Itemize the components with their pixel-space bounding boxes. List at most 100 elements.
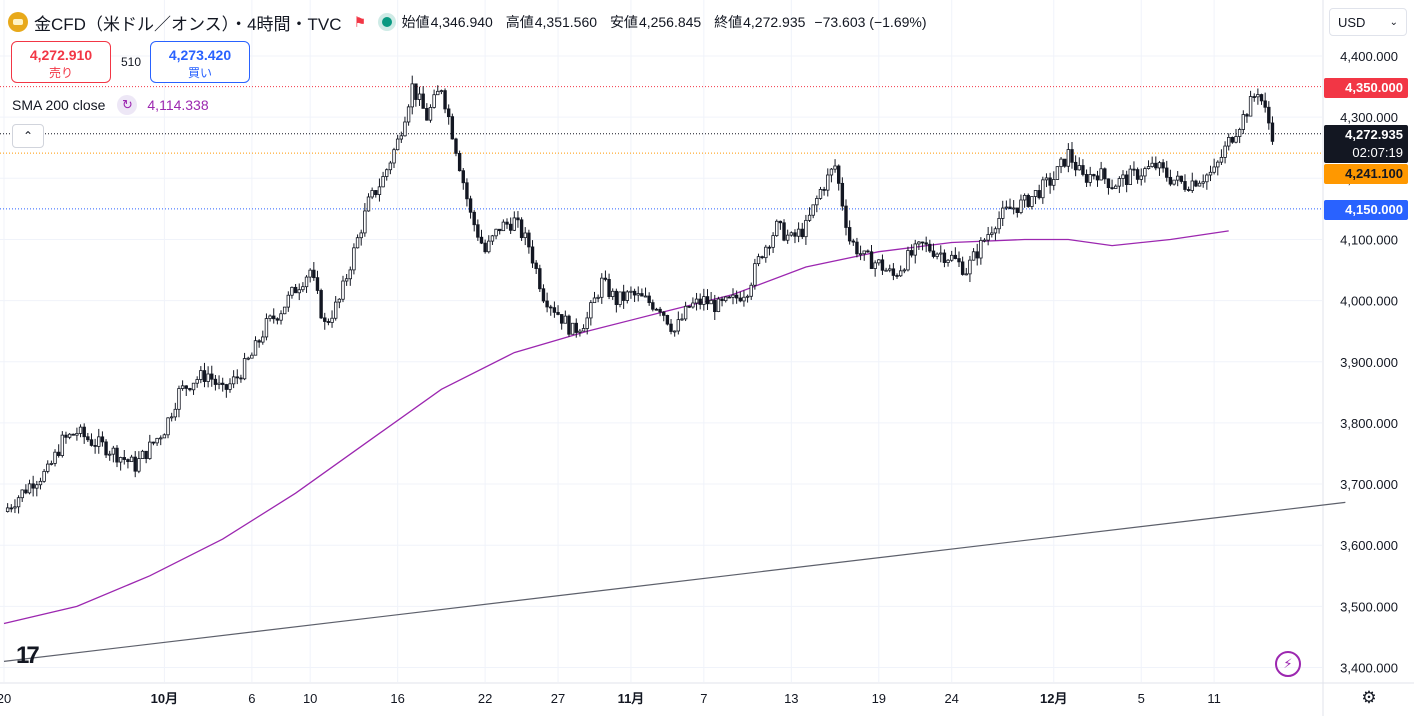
- currency-select[interactable]: USD ⌄: [1329, 8, 1407, 36]
- candle-body: [672, 330, 677, 333]
- candle-body: [381, 176, 385, 188]
- chevron-down-icon: ⌄: [1389, 16, 1398, 28]
- candle-body: [16, 497, 21, 508]
- candle-body: [443, 90, 447, 110]
- candle-body: [224, 384, 229, 390]
- candle-body: [1143, 168, 1147, 177]
- buy-button[interactable]: 4,273.420 買い: [150, 41, 250, 83]
- candle-body: [847, 227, 852, 242]
- flag-icon[interactable]: ⚑: [353, 14, 367, 30]
- candle-body: [975, 251, 979, 259]
- candle-body: [97, 436, 101, 447]
- open-label: 始値: [401, 14, 430, 30]
- low-value: 4,256.845: [638, 14, 702, 30]
- candle-body: [465, 182, 469, 200]
- candle-body: [1052, 179, 1056, 186]
- alert-high-tag[interactable]: 4,350.000: [1324, 78, 1408, 98]
- buy-label: 買い: [187, 66, 212, 80]
- x-tick-label: 19: [872, 691, 886, 706]
- candle-body: [1234, 136, 1238, 143]
- tradingview-logo-icon[interactable]: 17: [16, 642, 40, 669]
- candle-body: [578, 330, 582, 333]
- candle-body: [982, 239, 987, 242]
- candle-body: [1030, 196, 1034, 207]
- high-value: 4,351.560: [534, 14, 598, 30]
- candle-body: [494, 228, 498, 237]
- candle-body: [731, 294, 735, 298]
- y-tick-label: 3,700.000: [1340, 477, 1398, 492]
- collapse-legend-button[interactable]: ⌃: [12, 124, 44, 148]
- candle-body: [523, 232, 527, 239]
- candle-body: [104, 441, 108, 456]
- candle-body: [151, 441, 156, 444]
- candle-body: [862, 250, 866, 255]
- alert-low-tag[interactable]: 4,150.000: [1324, 200, 1408, 220]
- candle-body: [902, 269, 907, 272]
- y-tick-label: 3,500.000: [1340, 599, 1398, 614]
- x-tick-label: 24: [944, 691, 958, 706]
- sell-button[interactable]: 4,272.910 売り: [11, 41, 111, 83]
- candle-body: [658, 308, 662, 313]
- refresh-icon[interactable]: ↻: [117, 95, 138, 115]
- candle-body: [498, 228, 502, 232]
- candle-body: [691, 302, 695, 308]
- y-tick-label: 4,000.000: [1340, 294, 1398, 309]
- sma-legend[interactable]: SMA 200 close ↻ 4,114.338: [12, 95, 209, 115]
- candle-body: [1230, 137, 1235, 143]
- candle-body: [446, 108, 451, 118]
- candle-body: [78, 426, 83, 434]
- candle-body: [505, 221, 509, 225]
- lightning-icon[interactable]: ⚡: [1275, 651, 1301, 677]
- alert-mid-tag[interactable]: 4,241.100: [1324, 164, 1408, 184]
- candle-body: [1208, 171, 1213, 176]
- candle-body: [1037, 190, 1041, 199]
- symbol-title[interactable]: 金CFD（米ドル／オンス）・4時間・TVC: [34, 14, 342, 34]
- candle-body: [286, 294, 291, 308]
- candle-body: [1223, 145, 1227, 158]
- candle-body: [1172, 179, 1176, 185]
- candle-body: [950, 254, 954, 261]
- candle-body: [1219, 157, 1224, 163]
- candle-body: [301, 286, 305, 291]
- candle-body: [257, 340, 261, 343]
- candle-body: [1168, 176, 1173, 185]
- y-tick-label: 3,600.000: [1340, 538, 1398, 553]
- candle-body: [607, 278, 611, 297]
- candle-body: [330, 317, 334, 323]
- candle-body: [884, 269, 888, 272]
- candle-body: [1201, 181, 1205, 184]
- candle-body: [971, 251, 976, 261]
- candle-body: [344, 278, 349, 282]
- candle-body: [1048, 177, 1052, 186]
- candle-body: [793, 232, 797, 237]
- candle-body: [709, 299, 713, 305]
- candle-body: [264, 318, 269, 338]
- candle-body: [745, 295, 750, 298]
- candle-body: [1055, 166, 1060, 180]
- candle-body: [600, 277, 604, 298]
- candle-body: [877, 259, 881, 264]
- candle-body: [1256, 94, 1260, 98]
- settings-gear-icon[interactable]: ⚙: [1361, 688, 1377, 707]
- candle-body: [898, 270, 903, 277]
- candle-body: [585, 317, 589, 329]
- candle-body: [530, 246, 535, 264]
- candle-body: [395, 138, 400, 151]
- x-tick-label: 10月: [151, 691, 178, 706]
- candle-body: [1033, 190, 1038, 197]
- candle-body: [869, 251, 874, 269]
- candle-body: [188, 388, 192, 391]
- candle-body: [35, 484, 39, 489]
- candle-body: [968, 259, 972, 275]
- candle-body: [1146, 166, 1151, 169]
- candle-body: [46, 463, 50, 472]
- gold-coin-icon[interactable]: [8, 12, 28, 32]
- candle-body: [166, 417, 170, 436]
- candle-body: [647, 295, 651, 304]
- candle-body: [632, 290, 637, 296]
- candle-body: [377, 186, 382, 196]
- candle-body: [173, 408, 178, 418]
- candle-body: [541, 288, 546, 302]
- candle-body: [355, 237, 360, 249]
